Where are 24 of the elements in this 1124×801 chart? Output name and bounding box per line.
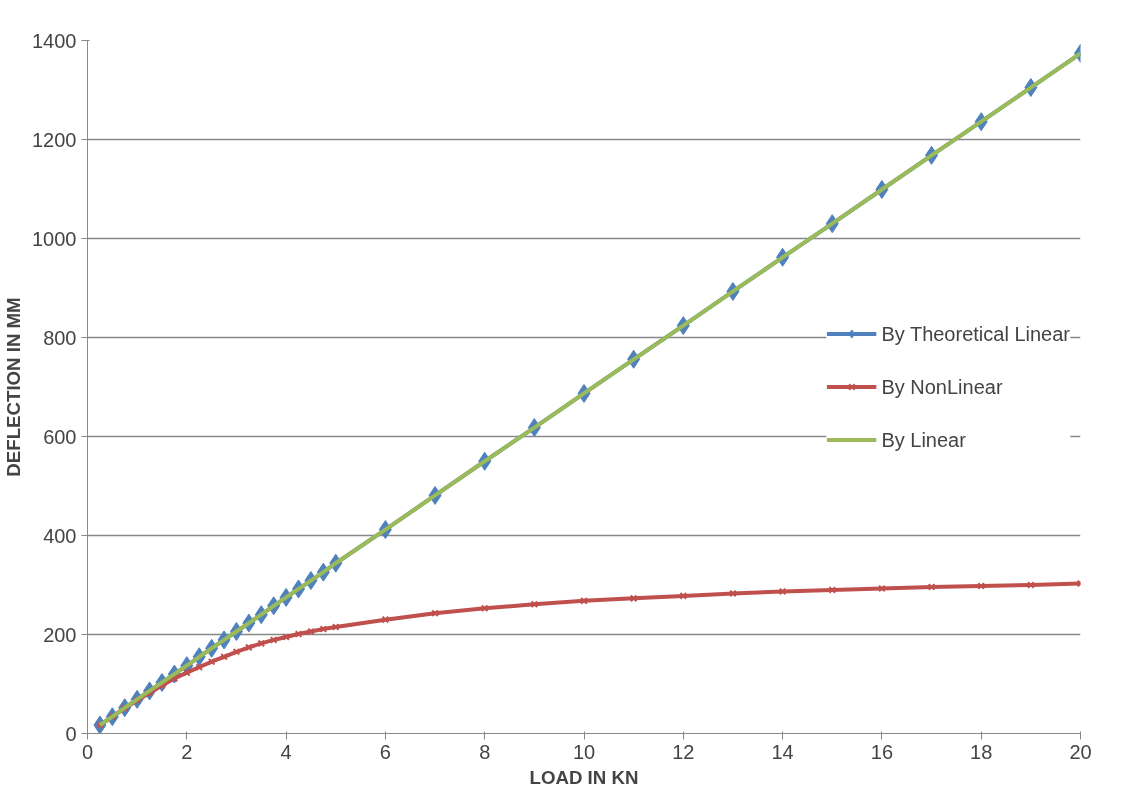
legend-label: By NonLinear <box>881 375 1003 398</box>
y-tick-label: 1000 <box>32 227 77 250</box>
legend-label: By Theoretical Linear <box>881 322 1070 345</box>
y-tick-label: 1400 <box>32 29 77 52</box>
x-tick-label: 12 <box>672 740 695 763</box>
x-tick-label: 10 <box>572 740 596 763</box>
x-tick-label: 20 <box>1069 740 1092 763</box>
x-tick-label: 6 <box>379 740 391 763</box>
x-tick-label: 16 <box>870 740 894 763</box>
x-tick-label: 18 <box>970 740 993 763</box>
y-axis-title: DEFLECTION IN MM <box>3 297 25 477</box>
y-tick-label: 800 <box>43 326 77 349</box>
x-axis-title: LOAD IN KN <box>529 766 639 788</box>
legend-label: By Linear <box>881 428 966 451</box>
x-tick-label: 0 <box>81 740 94 763</box>
y-tick-label: 400 <box>43 524 77 547</box>
x-tick-label: 8 <box>479 740 491 763</box>
x-tick-label: 2 <box>181 740 193 763</box>
x-tick-label: 14 <box>771 740 794 763</box>
y-tick-label: 600 <box>43 425 77 448</box>
y-tick-label: 200 <box>43 623 77 646</box>
y-tick-label: 1200 <box>32 128 77 151</box>
y-tick-label: 0 <box>65 722 77 745</box>
x-tick-label: 4 <box>280 740 292 763</box>
